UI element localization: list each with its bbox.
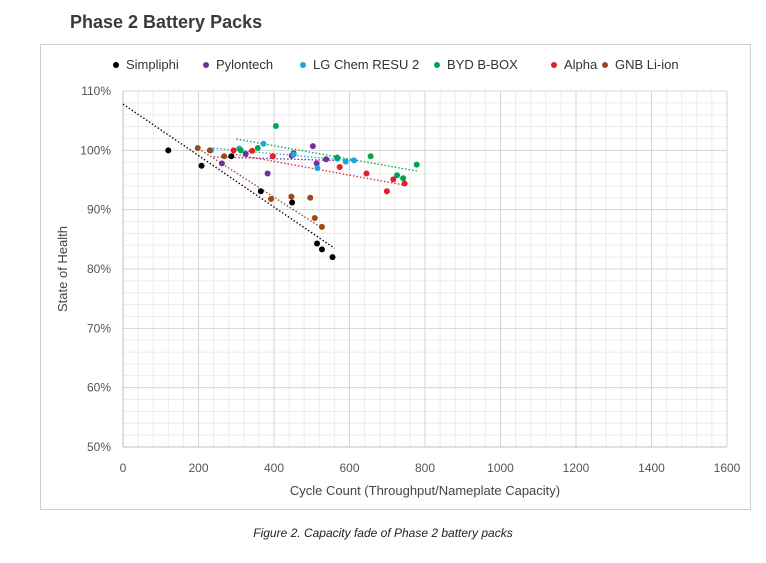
data-point	[367, 153, 374, 160]
y-tick-label: 110%	[81, 84, 111, 98]
legend-label: Alpha	[564, 57, 598, 72]
data-point	[269, 153, 276, 160]
y-axis-label: State of Health	[55, 226, 70, 312]
data-point	[249, 147, 256, 154]
y-tick-label: 50%	[87, 440, 111, 454]
y-tick-label: 60%	[87, 381, 111, 395]
data-point	[314, 240, 321, 247]
y-tick-labels: 50% 60% 70% 80% 90% 100% 110%	[80, 84, 111, 454]
x-tick-labels: 0 200 400 600 800 1000 1200 1400 1600	[120, 461, 741, 475]
data-point	[413, 161, 420, 168]
legend-label: LG Chem RESU 2	[313, 57, 419, 72]
data-point	[260, 140, 267, 147]
legend-marker	[434, 62, 440, 68]
chart-heading: Phase 2 Battery Packs	[70, 12, 263, 32]
x-tick-label: 800	[415, 461, 435, 475]
data-point	[206, 147, 213, 154]
data-point	[165, 147, 172, 154]
data-point	[351, 157, 358, 164]
x-tick-label: 400	[264, 461, 284, 475]
data-point	[228, 153, 235, 160]
x-tick-label: 0	[120, 461, 127, 475]
legend-label: Pylontech	[216, 57, 273, 72]
data-point	[329, 254, 336, 261]
legend-marker	[602, 62, 608, 68]
data-point	[254, 144, 261, 151]
data-point	[342, 158, 349, 165]
legend-label: GNB Li-ion	[615, 57, 679, 72]
x-tick-label: 1200	[563, 461, 590, 475]
y-tick-label: 100%	[80, 143, 111, 157]
data-point	[383, 188, 390, 195]
data-point	[318, 223, 325, 230]
trendline	[236, 138, 418, 172]
x-tick-label: 1000	[487, 461, 514, 475]
legend-label: BYD B-BOX	[447, 57, 518, 72]
legend-marker	[551, 62, 557, 68]
data-point	[289, 199, 296, 206]
legend-marker	[300, 62, 306, 68]
figure-caption: Figure 2. Capacity fade of Phase 2 batte…	[253, 526, 513, 540]
x-tick-label: 600	[339, 461, 359, 475]
data-point	[318, 246, 325, 253]
x-tick-label: 1600	[714, 461, 741, 475]
data-point	[309, 143, 316, 150]
axis-lines	[122, 91, 727, 448]
data-point	[390, 176, 397, 183]
data-point	[221, 153, 228, 160]
data-point	[314, 165, 321, 172]
data-point	[323, 156, 330, 163]
y-tick-label: 90%	[87, 203, 111, 217]
data-point	[311, 214, 318, 221]
chart-frame	[40, 44, 751, 510]
legend-marker	[113, 62, 119, 68]
y-tick-label: 70%	[87, 321, 111, 335]
data-point	[272, 123, 279, 130]
trendline	[122, 103, 335, 249]
data-point	[198, 162, 205, 169]
data-point	[307, 194, 314, 201]
data-point	[218, 160, 225, 167]
data-point	[400, 175, 407, 182]
x-axis-label: Cycle Count (Throughput/Nameplate Capaci…	[290, 483, 560, 498]
data-point	[313, 160, 320, 167]
data-points	[165, 123, 420, 261]
data-point	[264, 170, 271, 177]
legend-label: Simpliphi	[126, 57, 179, 72]
data-point	[237, 147, 244, 154]
y-tick-label: 80%	[87, 262, 111, 276]
legend-marker	[203, 62, 209, 68]
data-point	[401, 180, 408, 187]
data-point	[334, 154, 341, 161]
data-point	[363, 170, 370, 177]
data-point	[267, 195, 274, 202]
data-point	[230, 147, 237, 154]
data-point	[194, 144, 201, 151]
data-point	[257, 188, 264, 195]
legend: Simpliphi Pylontech LG Chem RESU 2 BYD B-BO…	[113, 57, 679, 72]
x-tick-label: 1400	[638, 461, 665, 475]
x-tick-label: 200	[188, 461, 208, 475]
trendlines	[122, 103, 418, 249]
data-point	[288, 193, 295, 200]
trendline	[198, 148, 323, 229]
data-point	[336, 163, 343, 170]
data-point	[394, 172, 401, 179]
data-point	[242, 150, 249, 157]
data-point	[290, 151, 297, 158]
